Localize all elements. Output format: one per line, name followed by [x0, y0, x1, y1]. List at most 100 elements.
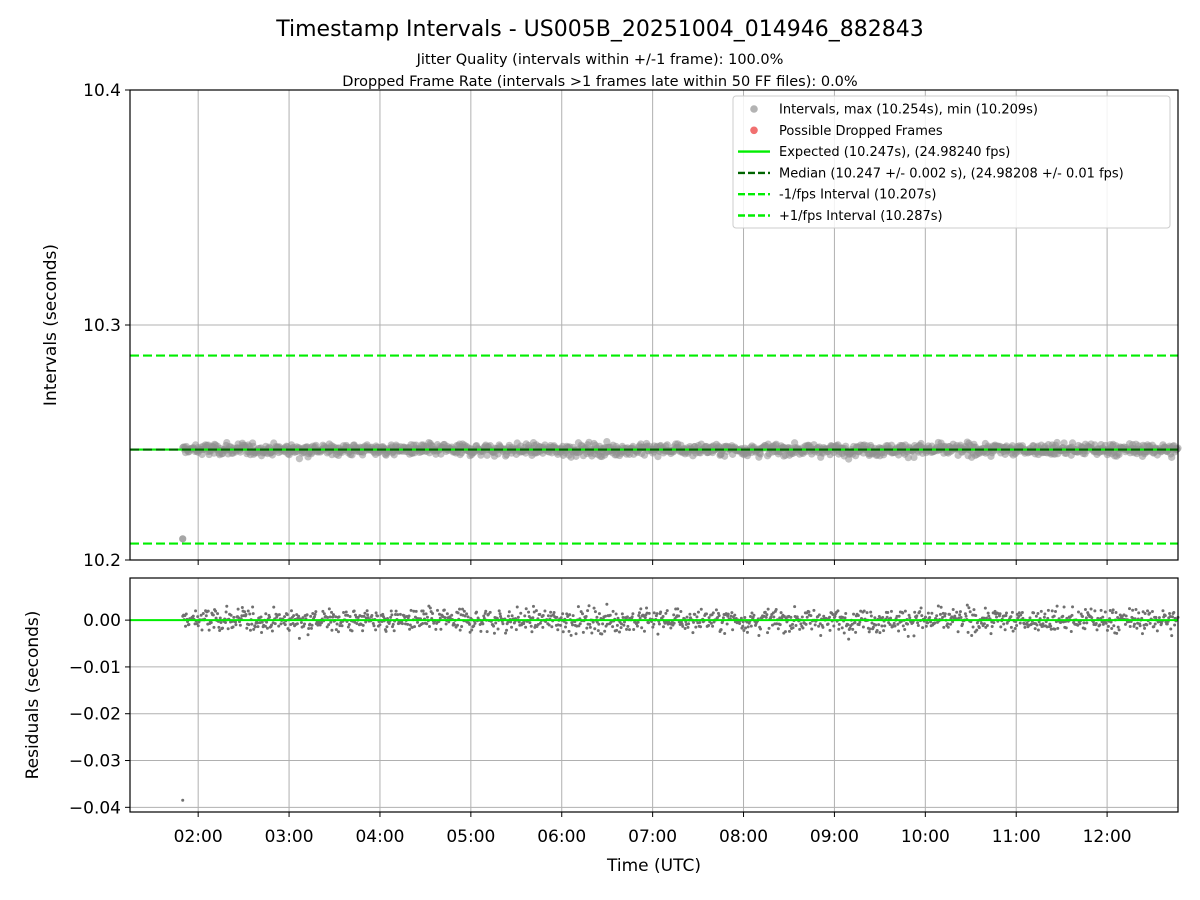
- x-tick-label: 03:00: [265, 827, 314, 847]
- residual-point: [770, 623, 774, 627]
- residual-point: [1004, 614, 1008, 618]
- residual-point: [967, 606, 971, 610]
- residuals-y-tick-label: −0.01: [69, 658, 121, 678]
- residual-point: [946, 625, 950, 629]
- residual-point: [1170, 615, 1174, 619]
- residual-point: [597, 622, 601, 626]
- x-tick-label: 10:00: [901, 827, 950, 847]
- residual-point: [763, 610, 767, 614]
- residual-point: [943, 614, 947, 618]
- residual-point: [989, 632, 993, 636]
- residual-point: [567, 629, 571, 633]
- residual-point: [819, 634, 823, 638]
- residual-point: [647, 611, 651, 615]
- residual-point: [1037, 620, 1041, 624]
- residual-point: [270, 629, 274, 633]
- residual-point: [903, 609, 907, 613]
- residual-point: [764, 615, 768, 619]
- residual-point: [832, 624, 836, 628]
- residual-point: [691, 631, 695, 635]
- residual-point: [982, 622, 986, 626]
- residual-point: [438, 616, 442, 620]
- residual-point: [985, 624, 989, 628]
- residual-point: [507, 610, 511, 614]
- residual-point: [742, 628, 746, 632]
- residual-point: [506, 620, 510, 624]
- residual-point: [313, 612, 317, 616]
- interval-point: [842, 442, 850, 450]
- residual-point: [808, 621, 812, 625]
- residual-point: [977, 626, 981, 630]
- residual-point: [625, 615, 629, 619]
- residual-point: [206, 609, 210, 613]
- residual-point: [314, 610, 318, 614]
- residual-point: [543, 609, 547, 613]
- residual-point: [234, 623, 238, 627]
- residual-point: [406, 622, 410, 626]
- residual-point: [250, 622, 254, 626]
- residual-point: [1021, 616, 1025, 620]
- residual-point: [1155, 629, 1159, 633]
- legend-item: Expected (10.247s), (24.98240 fps): [738, 145, 1010, 160]
- residual-point: [1163, 614, 1167, 618]
- residual-point: [731, 628, 735, 632]
- intervals-x-ticks: [197, 560, 1108, 565]
- residual-point: [328, 615, 332, 619]
- residual-point: [846, 623, 850, 627]
- residual-point: [365, 609, 369, 613]
- residual-point: [926, 611, 930, 615]
- residual-point: [687, 622, 691, 626]
- residual-point: [1030, 622, 1034, 626]
- x-tick-label: 11:00: [992, 827, 1041, 847]
- residual-point: [642, 629, 646, 633]
- residual-point: [856, 613, 860, 617]
- residual-point: [434, 627, 438, 631]
- residual-point: [393, 613, 397, 617]
- residual-point: [662, 625, 666, 629]
- residual-point: [935, 614, 939, 618]
- residual-point: [283, 623, 287, 627]
- residual-point: [741, 624, 745, 628]
- residual-point: [837, 627, 841, 631]
- residual-point: [657, 622, 661, 626]
- residual-point: [450, 613, 454, 617]
- residual-point: [517, 620, 521, 624]
- residual-point: [588, 625, 592, 629]
- residual-point: [608, 613, 612, 617]
- residual-point: [775, 622, 779, 626]
- residual-point: [574, 632, 578, 636]
- residual-point: [1032, 611, 1036, 615]
- residual-point: [617, 630, 621, 634]
- residual-point: [869, 614, 873, 618]
- residual-point: [586, 609, 590, 613]
- residual-point: [398, 612, 402, 616]
- residual-point: [1137, 611, 1141, 615]
- residual-point: [243, 610, 247, 614]
- residual-point: [224, 610, 228, 614]
- residual-point: [622, 620, 626, 624]
- residual-point: [327, 623, 331, 627]
- residual-point: [1168, 611, 1172, 615]
- residual-point: [523, 614, 527, 618]
- residual-point: [813, 623, 817, 627]
- residual-point: [443, 616, 447, 620]
- residual-point: [1022, 622, 1026, 626]
- residual-point: [309, 626, 313, 630]
- legend-label: Possible Dropped Frames: [779, 124, 943, 139]
- residual-point: [595, 615, 599, 619]
- residual-point: [672, 613, 676, 617]
- residual-point: [817, 613, 821, 617]
- residual-point: [804, 622, 808, 626]
- residual-point: [200, 628, 204, 632]
- interval-point: [910, 453, 918, 462]
- residual-point: [857, 623, 861, 627]
- residual-point: [584, 614, 588, 618]
- residual-point: [555, 615, 559, 619]
- residual-point: [571, 623, 575, 627]
- residual-point: [331, 613, 335, 617]
- residual-point: [1101, 615, 1105, 619]
- residual-point: [325, 625, 329, 629]
- residual-point: [639, 607, 643, 611]
- residual-point: [1140, 632, 1144, 636]
- residual-point: [1064, 626, 1068, 630]
